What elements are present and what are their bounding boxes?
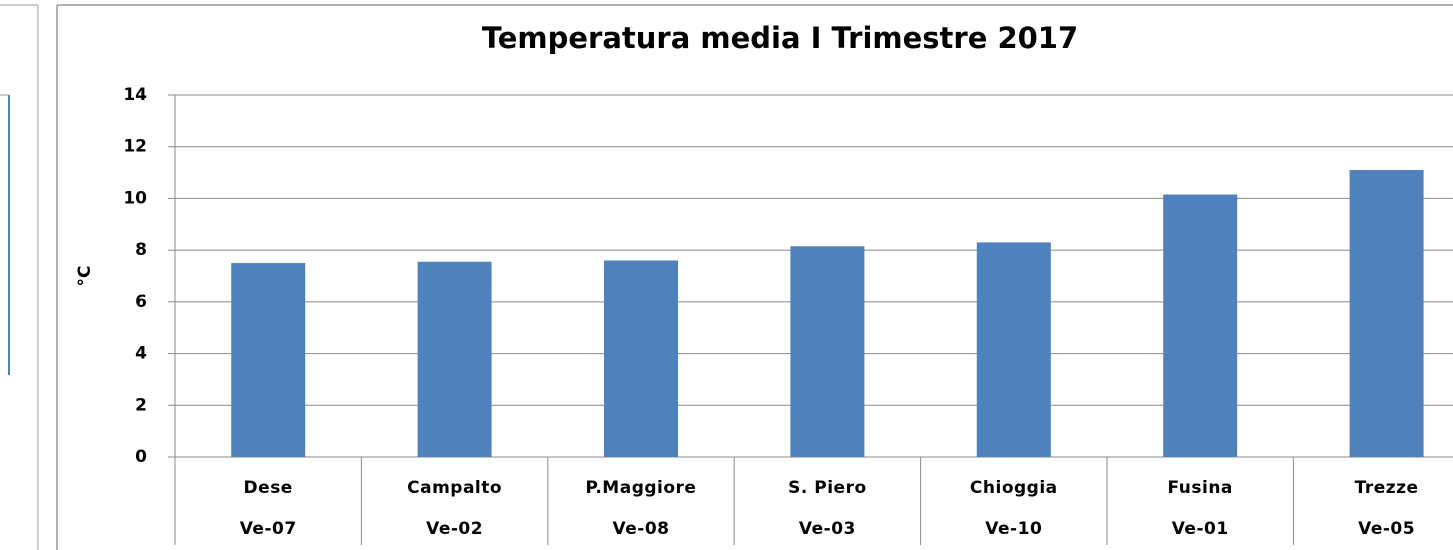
- y-tick-label: 10: [123, 188, 147, 208]
- bar: [604, 260, 678, 457]
- y-tick-label: 2: [135, 395, 147, 415]
- bar: [976, 242, 1051, 457]
- y-tick-label: 4: [135, 344, 147, 364]
- y-tick-label: 8: [135, 240, 147, 260]
- x-tick-label: Ve-05: [1358, 519, 1415, 539]
- x-tick-label: Ve-02: [426, 519, 483, 539]
- x-tick-label: Ve-03: [799, 519, 856, 539]
- x-tick-label: Fusina: [1168, 478, 1233, 498]
- x-tick-label: Ve-01: [1172, 519, 1229, 539]
- x-tick-label: Ve-10: [985, 519, 1042, 539]
- y-tick-label: 14: [123, 85, 147, 105]
- x-tick-label: Ve-08: [613, 519, 670, 539]
- x-tick-label: S. Piero: [788, 478, 867, 498]
- y-tick-label: 12: [123, 137, 147, 157]
- bar: [231, 263, 306, 457]
- bar: [1163, 194, 1238, 458]
- x-tick-label: P.Maggiore: [586, 478, 697, 498]
- y-tick-label: 0: [135, 447, 147, 467]
- bar: [1349, 169, 1424, 457]
- chart-title: Temperatura media I Trimestre 2017: [482, 21, 1078, 55]
- x-tick-label: Dese: [244, 478, 293, 498]
- y-axis-label: °C: [75, 266, 95, 287]
- x-tick-label: Chioggia: [970, 478, 1058, 498]
- x-tick-label: Trezze: [1355, 478, 1419, 498]
- bar: [417, 261, 492, 457]
- y-tick-label: 6: [135, 292, 147, 312]
- x-tick-label: Ve-07: [240, 519, 297, 539]
- bar: [790, 246, 865, 457]
- x-tick-label: Campalto: [407, 478, 502, 498]
